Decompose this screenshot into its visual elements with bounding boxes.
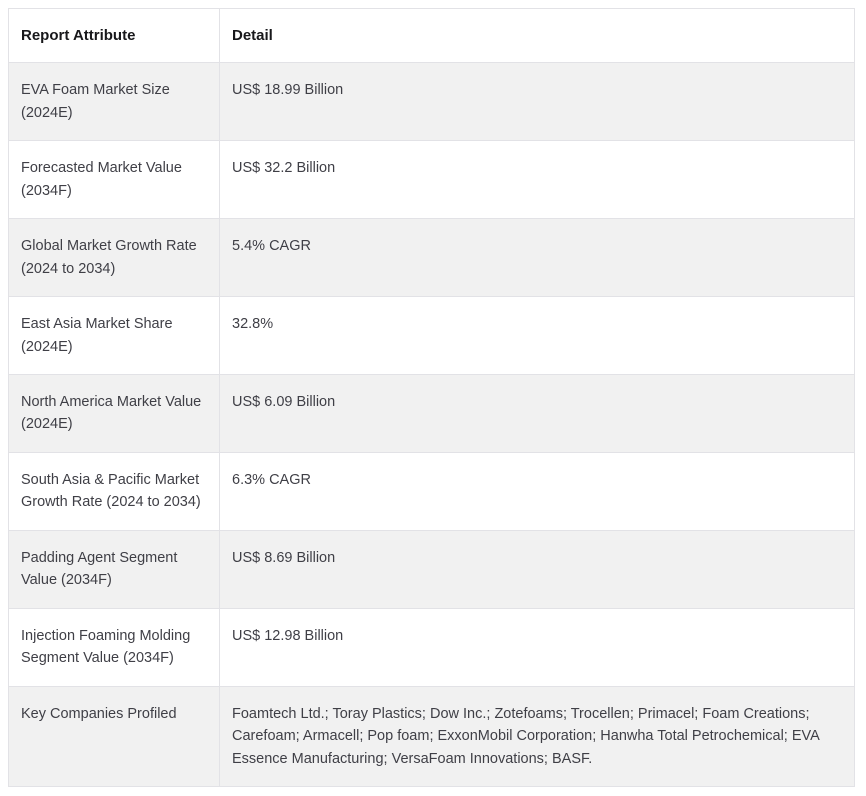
cell-attribute: Padding Agent Segment Value (2034F)	[8, 529, 220, 609]
table-header: Report Attribute Detail	[8, 7, 855, 64]
cell-attribute: EVA Foam Market Size (2024E)	[8, 62, 220, 142]
cell-attribute: South Asia & Pacific Market Growth Rate …	[8, 451, 220, 531]
cell-attribute: East Asia Market Share (2024E)	[8, 296, 220, 375]
table-row: Padding Agent Segment Value (2034F) US$ …	[8, 529, 855, 609]
column-header-detail: Detail	[219, 7, 855, 64]
cell-attribute: Injection Foaming Molding Segment Value …	[8, 607, 220, 687]
cell-detail: US$ 12.98 Billion	[219, 607, 855, 687]
column-header-attribute: Report Attribute	[8, 7, 220, 64]
cell-detail: 6.3% CAGR	[219, 451, 855, 531]
table-header-row: Report Attribute Detail	[8, 7, 855, 64]
cell-detail: 5.4% CAGR	[219, 218, 855, 298]
cell-detail: 32.8%	[219, 296, 855, 375]
table-body: EVA Foam Market Size (2024E) US$ 18.99 B…	[8, 62, 855, 788]
cell-attribute: Global Market Growth Rate (2024 to 2034)	[8, 218, 220, 298]
table-row: Key Companies Profiled Foamtech Ltd.; To…	[8, 685, 855, 788]
cell-attribute: North America Market Value (2024E)	[8, 374, 220, 453]
table-row: South Asia & Pacific Market Growth Rate …	[8, 451, 855, 531]
table-row: EVA Foam Market Size (2024E) US$ 18.99 B…	[8, 62, 855, 142]
table-row: East Asia Market Share (2024E) 32.8%	[8, 296, 855, 375]
report-attribute-table: Report Attribute Detail EVA Foam Market …	[8, 7, 855, 788]
table-row: Injection Foaming Molding Segment Value …	[8, 607, 855, 687]
cell-detail: US$ 6.09 Billion	[219, 374, 855, 453]
cell-detail: US$ 8.69 Billion	[219, 529, 855, 609]
cell-attribute: Key Companies Profiled	[8, 685, 220, 788]
cell-attribute: Forecasted Market Value (2034F)	[8, 140, 220, 220]
table-row: North America Market Value (2024E) US$ 6…	[8, 374, 855, 453]
table-row: Forecasted Market Value (2034F) US$ 32.2…	[8, 140, 855, 220]
cell-detail: US$ 32.2 Billion	[219, 140, 855, 220]
table-row: Global Market Growth Rate (2024 to 2034)…	[8, 218, 855, 298]
cell-detail: Foamtech Ltd.; Toray Plastics; Dow Inc.;…	[219, 685, 855, 788]
cell-detail: US$ 18.99 Billion	[219, 62, 855, 142]
